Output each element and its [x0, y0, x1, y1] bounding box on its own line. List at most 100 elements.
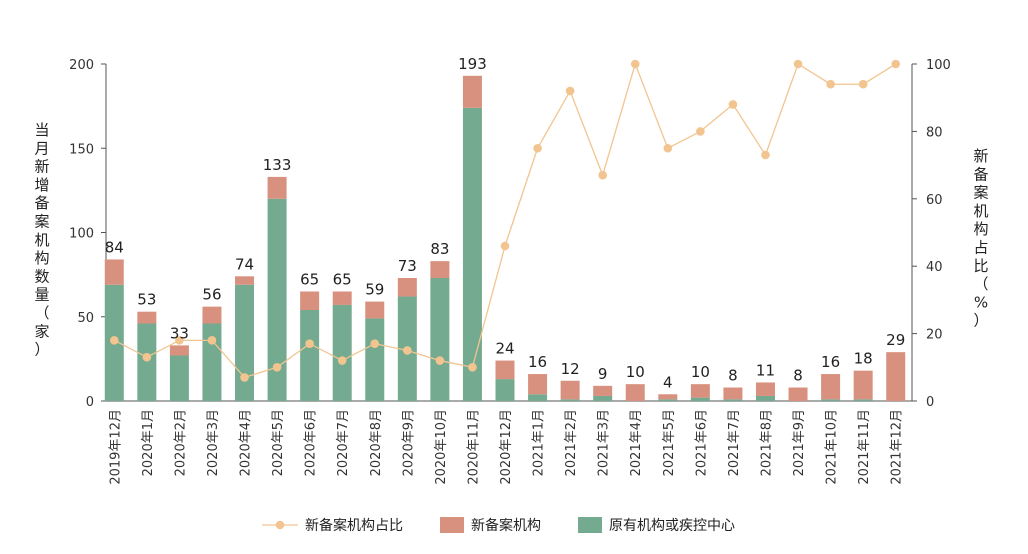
- y-axis-title-right-text: 新备案机构占比（%）: [973, 147, 988, 330]
- x-tick-label: 2021年8月: [759, 409, 774, 476]
- x-tick-label: 2021年5月: [662, 409, 677, 476]
- x-tick-label: 2021年6月: [694, 409, 709, 476]
- total-label: 193: [458, 55, 487, 73]
- ratio-point: [500, 241, 510, 251]
- y-tick-label-right: 60: [926, 193, 943, 208]
- bar-new: [853, 370, 873, 400]
- bar-new: [235, 276, 255, 285]
- bar-existing: [690, 397, 710, 401]
- y-tick-label: 150: [69, 142, 94, 157]
- bar-new: [104, 259, 124, 285]
- ratio-point: [272, 363, 282, 372]
- y-tick-label-right: 100: [926, 58, 951, 73]
- bar-existing: [853, 399, 873, 401]
- total-label: 84: [105, 238, 124, 256]
- bar-new: [430, 261, 450, 278]
- total-label: 18: [854, 350, 873, 368]
- ratio-point: [435, 356, 445, 365]
- bar-new: [593, 385, 613, 396]
- y-tick-label-right: 0: [926, 395, 934, 410]
- bar-existing: [560, 399, 580, 401]
- x-tick-label: 2021年11月: [857, 409, 872, 485]
- y-tick-label-right: 80: [926, 125, 943, 140]
- bar-new: [723, 387, 743, 400]
- ratio-point: [207, 336, 217, 345]
- legend-swatch-existing: [578, 517, 602, 533]
- bar-existing: [365, 318, 385, 401]
- ratio-point: [109, 336, 119, 345]
- legend-label-existing: 原有机构或疾控中心: [609, 518, 735, 534]
- x-tick-label: 2020年3月: [206, 409, 221, 476]
- x-tick-label: 2021年1月: [532, 409, 547, 476]
- total-label: 12: [561, 360, 580, 378]
- bar-new: [169, 345, 189, 356]
- bar-new: [332, 291, 352, 305]
- bar-existing: [235, 284, 255, 401]
- ratio-point: [826, 79, 835, 89]
- x-tick-label: 2020年8月: [369, 409, 384, 476]
- bar-new: [755, 382, 775, 396]
- y-tick-label: 200: [69, 58, 94, 73]
- x-tick-label: 2021年9月: [792, 409, 807, 476]
- ratio-point: [598, 170, 607, 180]
- bar-existing: [267, 198, 287, 401]
- x-tick-label: 2021年7月: [727, 409, 742, 476]
- ratio-polyline: [113, 61, 897, 379]
- bar-existing: [202, 323, 222, 401]
- total-label: 29: [886, 331, 905, 349]
- legend-line-marker: [275, 520, 285, 530]
- x-tick-label: 2021年10月: [825, 409, 840, 485]
- bar-new: [528, 374, 548, 395]
- bar-new: [658, 394, 678, 400]
- bar-new: [202, 306, 222, 324]
- x-tick-label: 2021年4月: [629, 409, 644, 476]
- bar-existing: [755, 395, 775, 401]
- total-label: 4: [663, 373, 673, 391]
- legend-label-new: 新备案机构: [471, 517, 541, 534]
- ratio-point: [630, 59, 640, 69]
- x-tick-label: 2020年12月: [499, 409, 514, 485]
- total-label: 74: [235, 255, 254, 273]
- x-tick-label: 2021年2月: [564, 409, 579, 476]
- total-label: 59: [365, 281, 384, 299]
- ratio-point: [175, 336, 184, 345]
- total-label: 10: [691, 363, 710, 381]
- bar-new: [560, 380, 580, 400]
- ratio-line: [109, 59, 901, 382]
- y-axis-title: 当月新增备案机构数量（家）: [34, 121, 49, 359]
- legend-swatch-new: [440, 517, 464, 533]
- total-label: 16: [821, 353, 840, 371]
- x-tick-label: 2020年11月: [466, 409, 481, 485]
- total-label: 133: [263, 156, 292, 174]
- x-tick-label: 2020年5月: [271, 409, 286, 476]
- total-label: 65: [300, 270, 319, 288]
- bar-existing: [658, 399, 678, 401]
- bar-new: [495, 360, 515, 380]
- y-tick-label-right: 40: [926, 260, 943, 275]
- total-label: 56: [202, 286, 221, 304]
- bar-new: [690, 384, 710, 398]
- total-label: 33: [170, 324, 189, 342]
- y-axis-title-right: 新备案机构占比（%）: [973, 147, 988, 330]
- legend-label-ratio: 新备案机构占比: [305, 517, 403, 534]
- y-axis-title-text: 当月新增备案机构数量（家）: [34, 121, 49, 359]
- ratio-point: [696, 127, 705, 136]
- x-tick-label: 2019年12月: [108, 409, 123, 485]
- bar-existing: [528, 394, 548, 401]
- total-label: 8: [793, 367, 803, 385]
- bar-new: [267, 176, 287, 199]
- bar-existing: [723, 399, 743, 401]
- total-label: 8: [728, 367, 738, 385]
- bar-new: [788, 387, 808, 401]
- bar-existing: [593, 395, 613, 401]
- bar-new: [365, 301, 385, 319]
- total-label: 9: [598, 365, 608, 383]
- bar-existing: [462, 107, 482, 401]
- bar-new: [462, 75, 482, 108]
- x-axis-ticks: 2019年12月 2020年1月 2020年2月 2020年3月 2020年4月 2020…: [108, 409, 904, 485]
- total-label: 11: [756, 361, 775, 379]
- y-tick-label-right: 20: [926, 328, 943, 343]
- bar-existing: [300, 310, 320, 401]
